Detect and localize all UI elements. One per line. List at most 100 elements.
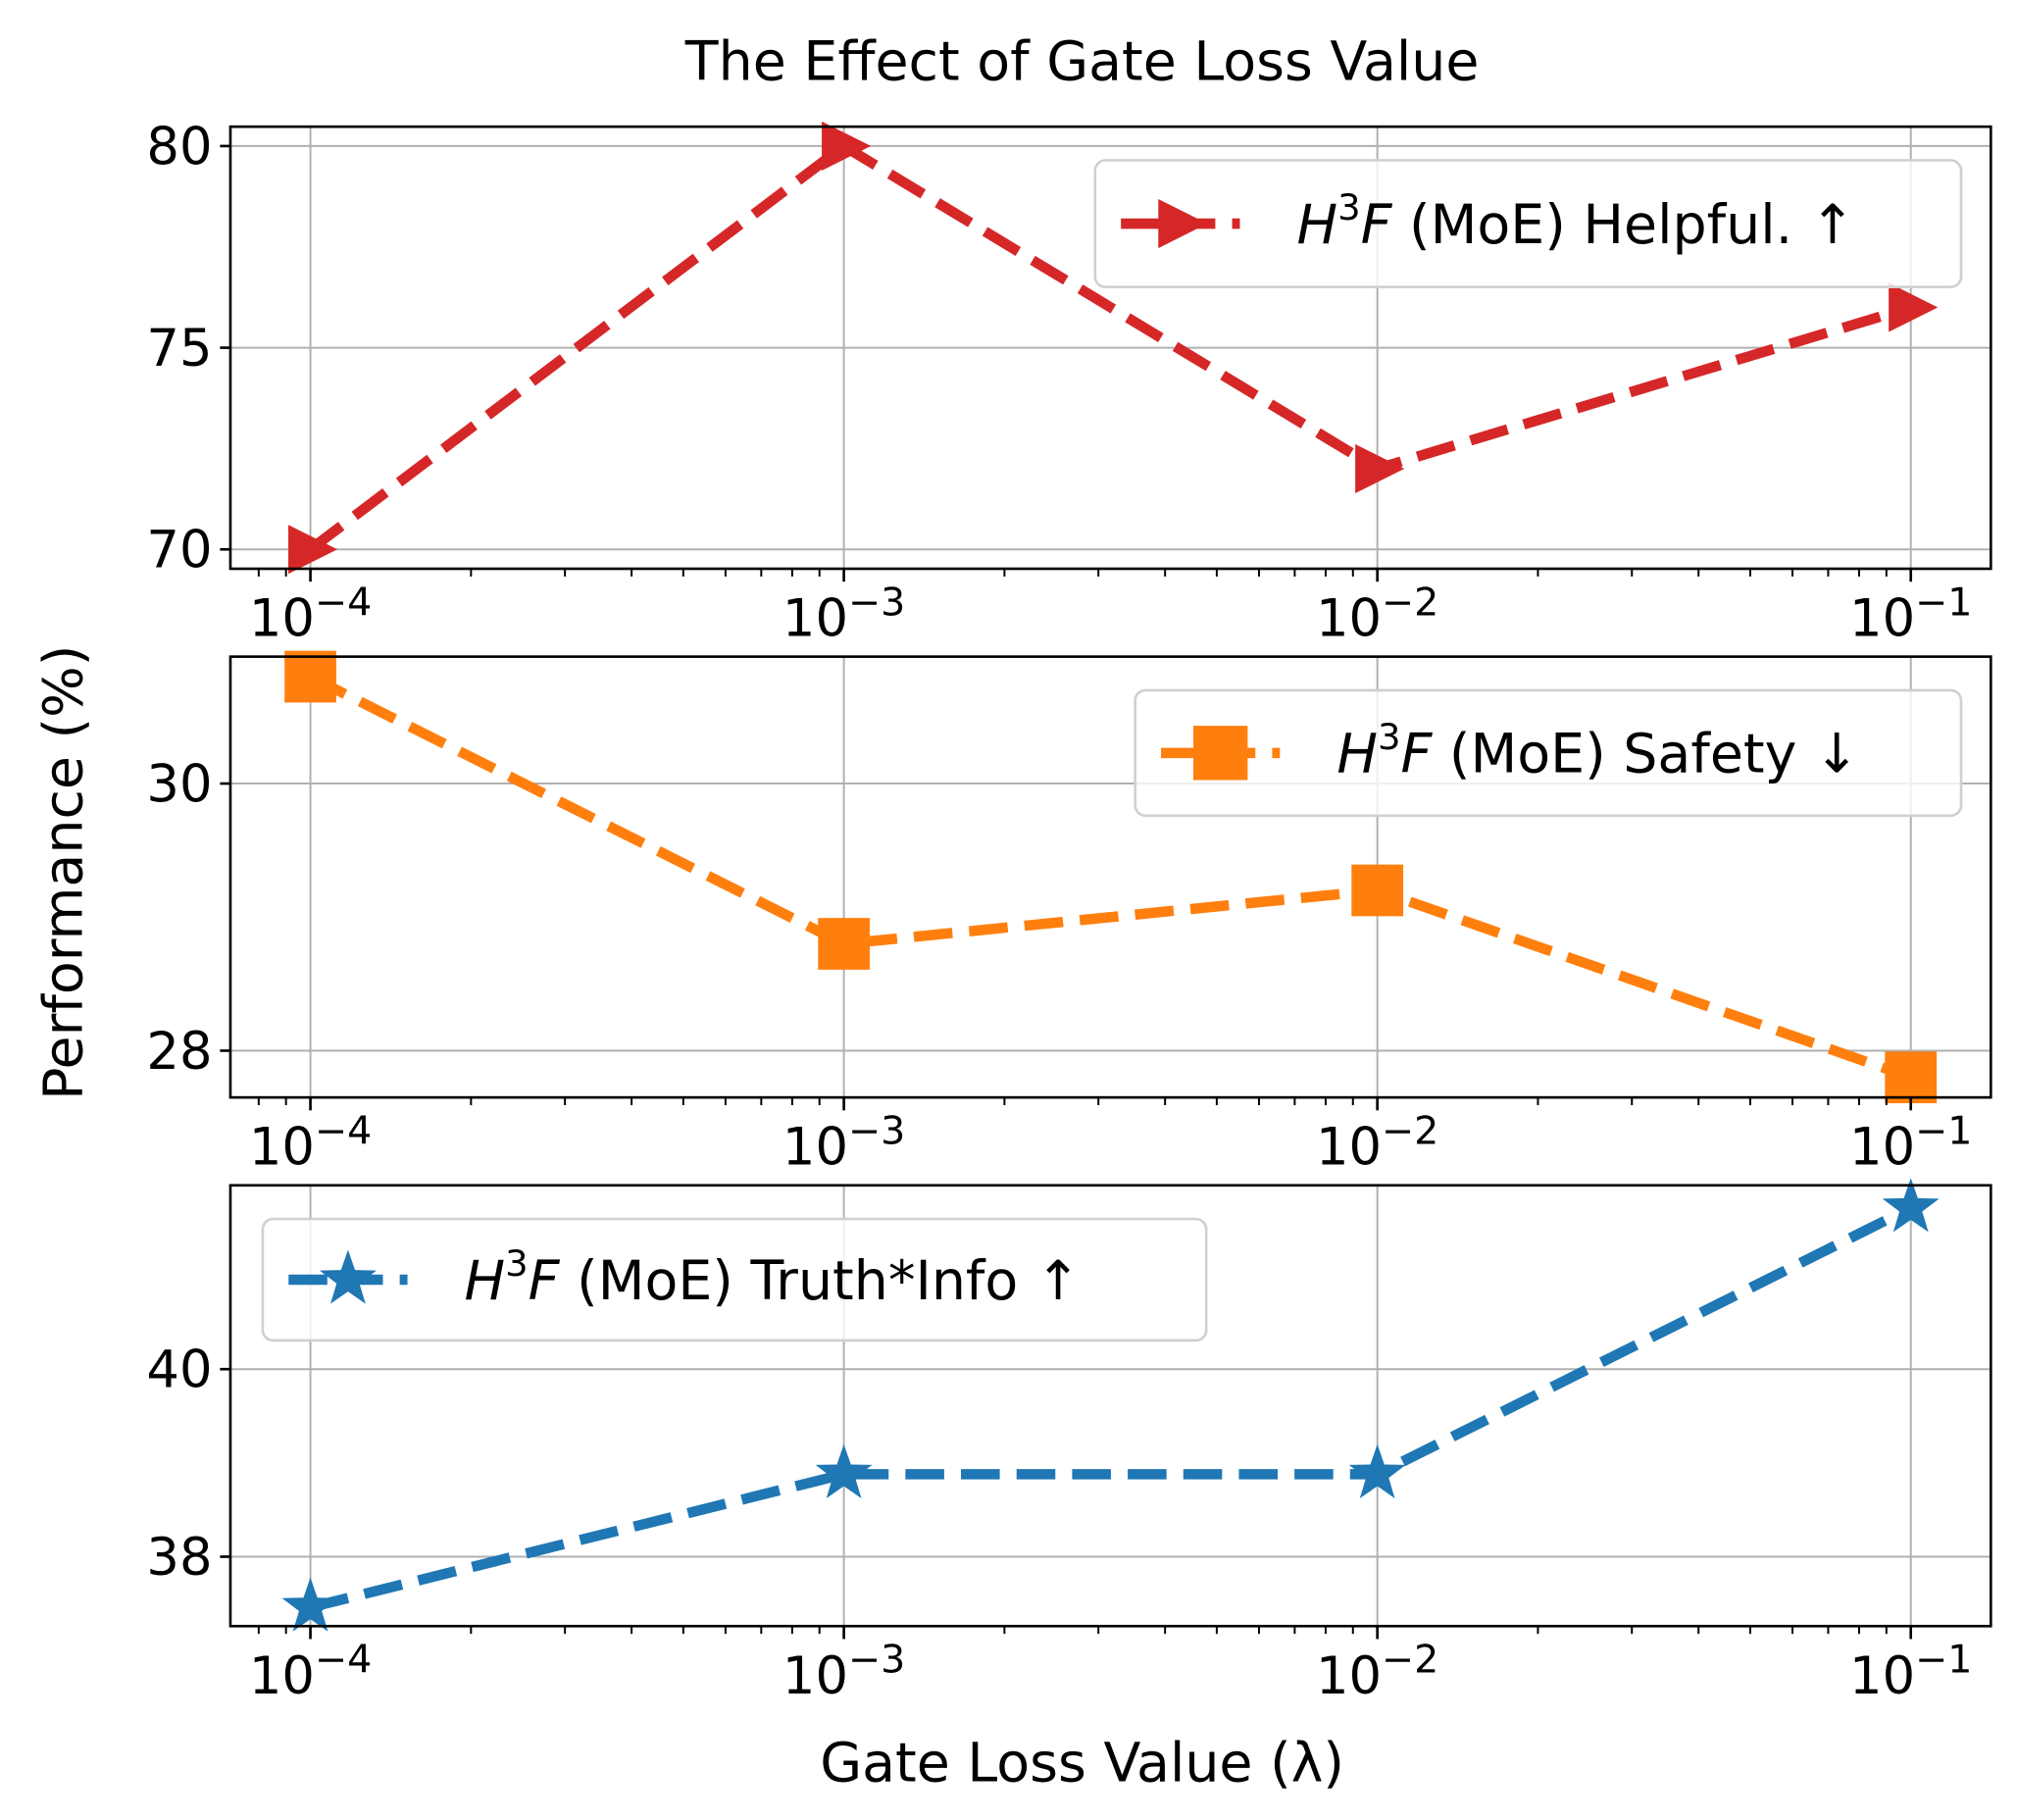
legend-f: F	[1361, 194, 1393, 257]
x-tick-label: 10−2	[1316, 1109, 1438, 1178]
data-point	[818, 918, 870, 970]
legend-rest: (MoE) Helpful. ↑	[1391, 194, 1855, 257]
x-tick-exponent: −4	[315, 1638, 372, 1683]
data-point	[284, 650, 336, 703]
x-tick-label: 10−1	[1849, 1109, 1972, 1178]
legend-h: H	[465, 1250, 506, 1313]
x-tick-label: 10−3	[782, 580, 905, 648]
legend-label: H3F (MoE) Truth*Info ↑	[465, 1242, 1082, 1313]
x-tick-exponent: −1	[1915, 580, 1972, 625]
square-marker	[1351, 864, 1404, 917]
axes-frame	[228, 1184, 1992, 1628]
x-tick-base: 10	[1849, 589, 1915, 649]
x-tick-base: 10	[782, 1118, 848, 1178]
y-tick-label: 28	[146, 1022, 212, 1082]
legend-box	[261, 1217, 1208, 1342]
x-tick-exponent: −4	[315, 580, 372, 625]
square-marker	[1193, 726, 1248, 781]
chart-title: The Effect of Gate Loss Value	[684, 31, 1480, 94]
x-tick-base: 10	[1316, 589, 1382, 649]
x-tick-label: 10−4	[249, 1638, 372, 1706]
x-axis-label: Gate Loss Value (λ)	[820, 1732, 1344, 1795]
y-tick-label: 38	[146, 1528, 212, 1588]
data-point	[1348, 1443, 1406, 1499]
star-marker	[1348, 1443, 1406, 1499]
legend-sup: 3	[1378, 716, 1400, 758]
legend-f: F	[529, 1250, 561, 1313]
y-tick-label: 40	[146, 1340, 212, 1400]
x-tick-base: 10	[1316, 1118, 1382, 1178]
axes-frame	[228, 655, 1992, 1099]
data-point	[281, 1577, 339, 1632]
legend-label: H3F (MoE) Safety ↓	[1336, 716, 1859, 786]
x-tick-exponent: −4	[315, 1109, 372, 1154]
data-point	[815, 1443, 873, 1499]
legend-h: H	[1296, 194, 1337, 257]
x-tick-exponent: −2	[1382, 1638, 1438, 1683]
y-axis-label: Performance (%)	[32, 645, 95, 1100]
x-tick-label: 10−1	[1849, 580, 1972, 648]
x-tick-exponent: −2	[1382, 580, 1438, 625]
x-tick-exponent: −1	[1915, 1109, 1972, 1154]
star-marker	[281, 1577, 339, 1632]
triangle-marker	[822, 121, 872, 171]
data-point	[1889, 282, 1939, 332]
data-point	[1355, 443, 1405, 494]
x-tick-base: 10	[249, 1646, 315, 1706]
legend-sup: 3	[1337, 186, 1360, 228]
series-line	[308, 672, 1913, 1083]
legend-sup: 3	[505, 1242, 528, 1285]
star-marker	[1882, 1178, 1940, 1233]
legend-rest: (MoE) Safety ↓	[1432, 724, 1859, 786]
y-tick-label: 30	[146, 754, 212, 814]
x-tick-exponent: −1	[1915, 1638, 1972, 1683]
legend: H3F (MoE) Safety ↓	[1134, 688, 1963, 818]
series-line	[307, 139, 1913, 554]
x-tick-label: 10−3	[782, 1109, 905, 1178]
y-tick-label: 70	[146, 521, 212, 581]
data-point	[1885, 1051, 1938, 1104]
square-marker	[818, 918, 870, 970]
data-point	[822, 121, 872, 171]
y-tick-label: 80	[146, 117, 212, 177]
legend: H3F (MoE) Helpful. ↑	[1093, 159, 1963, 288]
data-point	[288, 525, 338, 575]
data-point	[1882, 1178, 1940, 1233]
x-tick-exponent: −3	[848, 1638, 905, 1683]
star-marker	[815, 1443, 873, 1499]
x-tick-base: 10	[249, 1118, 315, 1178]
legend-box	[1134, 688, 1963, 818]
triangle-marker	[1158, 199, 1208, 249]
legend-h: H	[1336, 724, 1378, 786]
x-tick-base: 10	[1849, 1118, 1915, 1178]
x-tick-base: 10	[782, 589, 848, 649]
series-line	[309, 1202, 1914, 1613]
x-tick-base: 10	[782, 1646, 848, 1706]
x-tick-base: 10	[1316, 1646, 1382, 1706]
x-tick-label: 10−4	[249, 1109, 372, 1178]
data-point	[1351, 864, 1404, 917]
triangle-marker	[288, 525, 338, 575]
x-tick-label: 10−4	[249, 580, 372, 648]
legend-label: H3F (MoE) Helpful. ↑	[1296, 186, 1855, 257]
x-tick-base: 10	[249, 589, 315, 649]
triangle-marker	[1889, 282, 1939, 332]
x-tick-exponent: −3	[848, 580, 905, 625]
square-marker	[1885, 1051, 1938, 1104]
star-marker	[319, 1249, 377, 1304]
x-tick-label: 10−1	[1849, 1638, 1972, 1706]
y-tick-label: 75	[146, 319, 212, 379]
x-tick-exponent: −3	[848, 1109, 905, 1154]
legend-f: F	[1400, 724, 1433, 786]
legend-box	[1093, 159, 1963, 288]
x-tick-label: 10−2	[1316, 580, 1438, 648]
x-tick-exponent: −2	[1382, 1109, 1438, 1154]
legend: H3F (MoE) Truth*Info ↑	[261, 1217, 1208, 1342]
triangle-marker	[1355, 443, 1405, 494]
x-tick-base: 10	[1849, 1646, 1915, 1706]
square-marker	[284, 650, 336, 703]
